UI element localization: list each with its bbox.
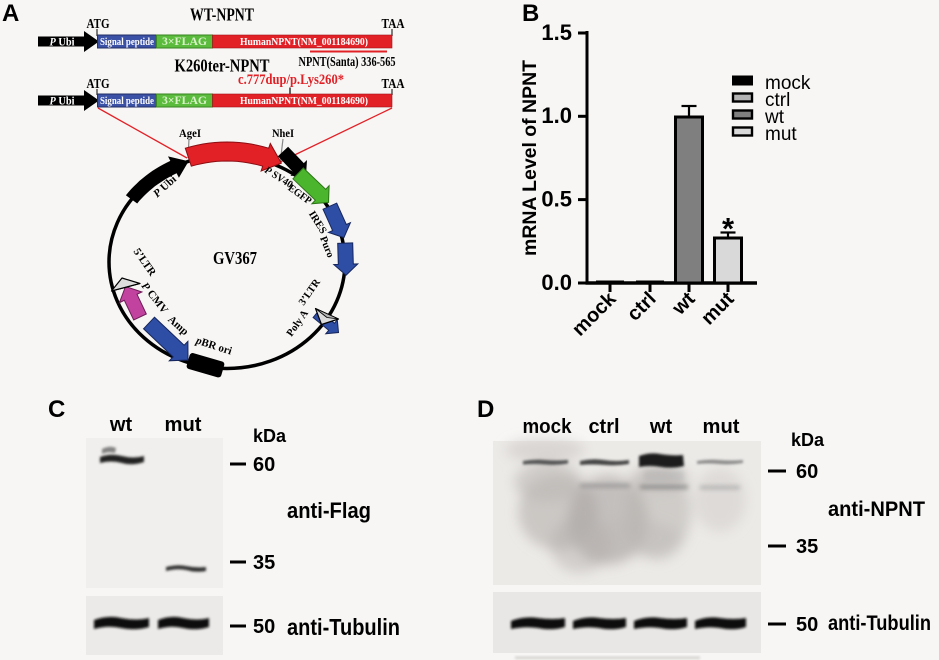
- svg-text:B: B: [522, 0, 539, 27]
- svg-text:mut: mut: [765, 124, 797, 145]
- svg-text:1.0: 1.0: [541, 103, 572, 128]
- svg-text:NheI: NheI: [272, 126, 294, 140]
- svg-text:K260ter-NPNT: K260ter-NPNT: [175, 56, 270, 76]
- svg-text:HumanNPNT(NM_001184690): HumanNPNT(NM_001184690): [240, 95, 368, 107]
- svg-text:3×FLAG: 3×FLAG: [162, 34, 207, 48]
- svg-text:mut: mut: [703, 416, 740, 438]
- svg-text:C: C: [48, 396, 65, 423]
- svg-text:wt: wt: [649, 416, 673, 438]
- svg-text:anti-Flag: anti-Flag: [287, 498, 371, 523]
- svg-text:P Ubi: P Ubi: [50, 35, 76, 49]
- svg-text:50: 50: [796, 614, 818, 636]
- svg-text:mut: mut: [165, 414, 202, 436]
- svg-text:0.5: 0.5: [541, 187, 572, 212]
- svg-text:kDa: kDa: [253, 426, 287, 446]
- svg-text:ctrl: ctrl: [588, 416, 619, 438]
- svg-text:1.5: 1.5: [541, 20, 572, 45]
- svg-text:Signal peptide: Signal peptide: [100, 95, 154, 107]
- svg-text:HumanNPNT(NM_001184690): HumanNPNT(NM_001184690): [240, 36, 368, 48]
- svg-text:A: A: [2, 0, 19, 27]
- svg-text:60: 60: [253, 454, 275, 476]
- svg-text:ctrl: ctrl: [765, 90, 790, 111]
- svg-text:60: 60: [796, 461, 818, 483]
- svg-text:AgeI: AgeI: [179, 126, 201, 140]
- svg-text:*: *: [722, 211, 735, 246]
- svg-text:GV367: GV367: [213, 248, 257, 268]
- svg-text:Signal peptide: Signal peptide: [100, 36, 154, 48]
- svg-text:TAA: TAA: [382, 17, 406, 32]
- svg-text:wt: wt: [109, 414, 133, 436]
- svg-text:NPNT(Santa) 336-565: NPNT(Santa) 336-565: [299, 55, 396, 70]
- svg-text:ATG: ATG: [87, 77, 110, 92]
- svg-text:TAA: TAA: [382, 77, 406, 92]
- svg-text:ATG: ATG: [87, 17, 110, 32]
- svg-text:D: D: [477, 396, 494, 423]
- svg-text:50: 50: [253, 616, 275, 638]
- svg-text:35: 35: [796, 536, 818, 558]
- svg-text:c.777dup/p.Lys260*: c.777dup/p.Lys260*: [238, 72, 344, 88]
- svg-text:WT-NPNT: WT-NPNT: [190, 5, 254, 25]
- svg-text:anti-Tubulin: anti-Tubulin: [828, 612, 931, 635]
- svg-text:wt: wt: [764, 107, 785, 128]
- svg-text:mock: mock: [765, 73, 811, 94]
- svg-text:anti-NPNT: anti-NPNT: [828, 498, 925, 521]
- svg-text:mRNA Level of NPNT: mRNA Level of NPNT: [520, 60, 541, 256]
- svg-text:0.0: 0.0: [541, 270, 572, 295]
- svg-text:mock: mock: [523, 416, 573, 438]
- svg-text:35: 35: [253, 552, 275, 574]
- svg-text:3×FLAG: 3×FLAG: [162, 93, 207, 107]
- svg-text:anti-Tubulin: anti-Tubulin: [287, 614, 400, 640]
- svg-text:kDa: kDa: [791, 430, 825, 450]
- svg-text:P Ubi: P Ubi: [50, 94, 76, 108]
